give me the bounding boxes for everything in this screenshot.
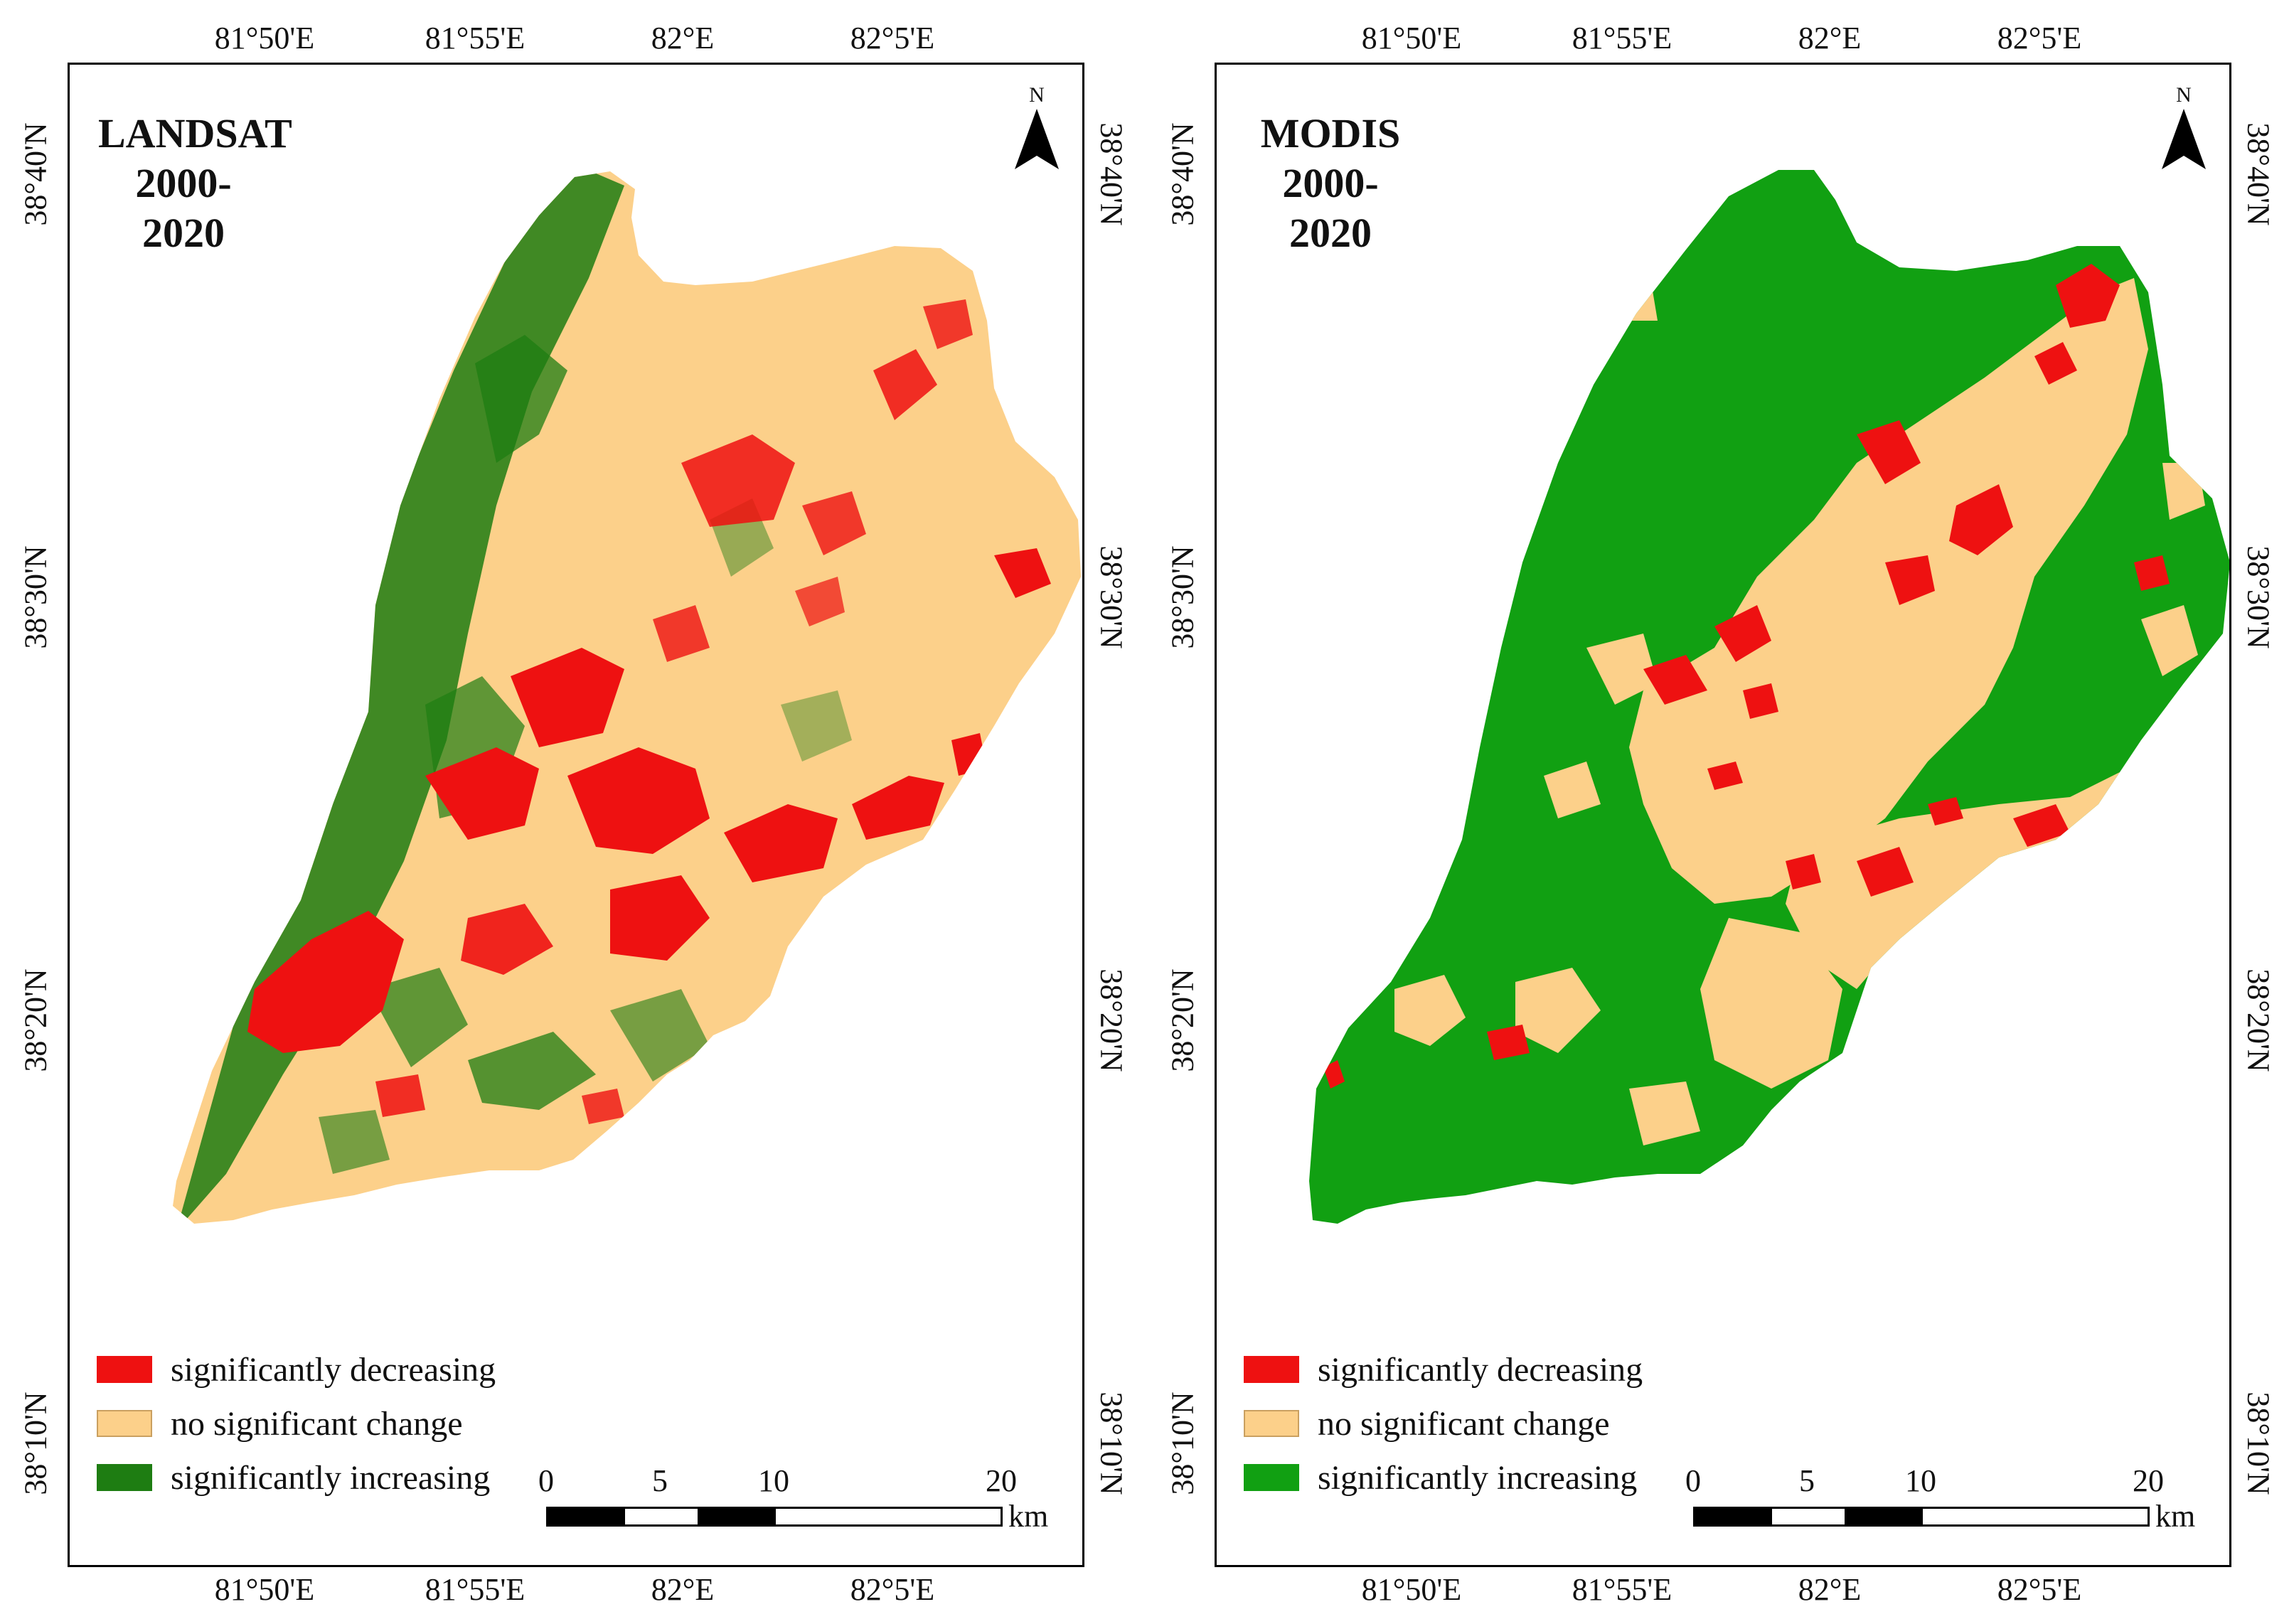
legend-item-no-change: no significant change xyxy=(97,1404,463,1443)
map-title-line2: 2000-2020 xyxy=(1282,160,1379,256)
lon-tick-bottom-1: 81°50'E xyxy=(214,1572,315,1607)
scale-tick-10: 10 xyxy=(758,1463,789,1498)
scale-segment-4 xyxy=(774,1507,1003,1527)
legend: significantly decreasing no significant … xyxy=(97,1350,666,1497)
legend-item-decreasing: significantly decreasing xyxy=(1244,1350,1643,1389)
legend-label-decreasing: significantly decreasing xyxy=(1318,1350,1643,1389)
lat-tick-left-2: 38°30'N xyxy=(1165,545,1200,649)
legend-label-decreasing: significantly decreasing xyxy=(171,1350,496,1389)
lat-tick-right-1: 38°40'N xyxy=(2241,122,2276,226)
lat-tick-left-2: 38°30'N xyxy=(18,545,53,649)
map-title-line1: MODIS xyxy=(1260,110,1401,156)
lat-tick-left-1: 38°40'N xyxy=(18,122,53,226)
map-title: MODIS 2000-2020 xyxy=(1245,109,1416,258)
scale-tick-20: 20 xyxy=(2133,1463,2164,1498)
lon-tick-top-2: 81°55'E xyxy=(1572,21,1673,55)
lat-tick-left-4: 38°10'N xyxy=(18,1391,53,1495)
study-area-map xyxy=(1309,170,2229,1224)
legend-item-no-change: no significant change xyxy=(1244,1404,1610,1443)
lat-tick-right-1: 38°40'N xyxy=(1094,122,1129,226)
scale-segment-2 xyxy=(1770,1507,1847,1527)
legend-swatch-increasing xyxy=(97,1464,152,1491)
north-label: N xyxy=(1029,83,1045,107)
lat-tick-right-4: 38°10'N xyxy=(1094,1391,1129,1495)
map-panel-modis: 81°50'E 81°55'E 82°E 82°5'E 81°50'E 81°5… xyxy=(1147,0,2294,1624)
lat-tick-left-3: 38°20'N xyxy=(18,968,53,1072)
lon-tick-top-4: 82°5'E xyxy=(1997,21,2082,55)
scale-tick-5: 5 xyxy=(652,1463,668,1498)
lon-tick-bottom-3: 82°E xyxy=(651,1572,715,1607)
lat-tick-left-1: 38°40'N xyxy=(1165,122,1200,226)
lat-tick-right-2: 38°30'N xyxy=(2241,545,2276,649)
lon-tick-top-4: 82°5'E xyxy=(850,21,935,55)
lat-tick-right-3: 38°20'N xyxy=(2241,968,2276,1072)
scale-segment-3 xyxy=(698,1507,775,1527)
study-area-map xyxy=(173,171,1081,1224)
scale-bar: 0 5 10 20 km xyxy=(538,1463,1087,1562)
legend-item-increasing: significantly increasing xyxy=(97,1458,491,1497)
lon-tick-top-1: 81°50'E xyxy=(214,21,315,55)
map-frame: LANDSAT 2000-2020 N significantly decrea… xyxy=(68,63,1084,1567)
scale-segment-1 xyxy=(1693,1507,1771,1527)
scale-tick-20: 20 xyxy=(986,1463,1017,1498)
legend-swatch-decreasing xyxy=(97,1356,152,1383)
lon-tick-bottom-3: 82°E xyxy=(1798,1572,1862,1607)
scale-tick-0: 0 xyxy=(1685,1463,1701,1498)
legend-swatch-no-change xyxy=(97,1410,152,1437)
lon-tick-bottom-4: 82°5'E xyxy=(850,1572,935,1607)
lon-tick-top-2: 81°55'E xyxy=(425,21,526,55)
scale-unit: km xyxy=(2155,1499,2196,1534)
legend-item-increasing: significantly increasing xyxy=(1244,1458,1638,1497)
map-frame: MODIS 2000-2020 N significantly decreasi… xyxy=(1215,63,2231,1567)
lon-tick-bottom-1: 81°50'E xyxy=(1361,1572,1462,1607)
legend-swatch-decreasing xyxy=(1244,1356,1299,1383)
legend-swatch-increasing xyxy=(1244,1464,1299,1491)
scale-segment-3 xyxy=(1845,1507,1922,1527)
scale-segment-4 xyxy=(1921,1507,2150,1527)
scale-unit: km xyxy=(1008,1499,1049,1534)
lon-tick-bottom-2: 81°55'E xyxy=(425,1572,526,1607)
legend-label-increasing: significantly increasing xyxy=(171,1458,491,1497)
scale-tick-0: 0 xyxy=(538,1463,554,1498)
lat-tick-right-4: 38°10'N xyxy=(2241,1391,2276,1495)
lon-tick-top-1: 81°50'E xyxy=(1361,21,1462,55)
lon-tick-bottom-2: 81°55'E xyxy=(1572,1572,1673,1607)
legend: significantly decreasing no significant … xyxy=(1244,1350,1813,1497)
lon-tick-top-3: 82°E xyxy=(1798,21,1862,55)
legend-label-no-change: no significant change xyxy=(171,1404,463,1443)
legend-label-increasing: significantly increasing xyxy=(1318,1458,1638,1497)
legend-label-no-change: no significant change xyxy=(1318,1404,1610,1443)
north-arrow-icon xyxy=(1015,109,1059,169)
lon-tick-bottom-4: 82°5'E xyxy=(1997,1572,2082,1607)
lon-tick-top-3: 82°E xyxy=(651,21,715,55)
legend-swatch-no-change xyxy=(1244,1410,1299,1437)
lat-tick-left-4: 38°10'N xyxy=(1165,1391,1200,1495)
north-arrow-icon xyxy=(2162,109,2206,169)
lat-tick-right-3: 38°20'N xyxy=(1094,968,1129,1072)
legend-item-decreasing: significantly decreasing xyxy=(97,1350,496,1389)
scale-bar: 0 5 10 20 km xyxy=(1685,1463,2234,1562)
lat-tick-left-3: 38°20'N xyxy=(1165,968,1200,1072)
lat-tick-right-2: 38°30'N xyxy=(1094,545,1129,649)
scale-tick-10: 10 xyxy=(1905,1463,1936,1498)
north-arrow: N xyxy=(1012,83,1062,180)
map-title: LANDSAT 2000-2020 xyxy=(98,109,292,258)
map-panel-landsat: 81°50'E 81°55'E 82°E 82°5'E 81°50'E 81°5… xyxy=(18,21,1129,1607)
scale-segment-1 xyxy=(546,1507,624,1527)
scale-segment-2 xyxy=(623,1507,700,1527)
map-title-line2: 2000-2020 xyxy=(135,160,232,256)
north-label: N xyxy=(2176,83,2192,107)
scale-tick-5: 5 xyxy=(1799,1463,1815,1498)
north-arrow: N xyxy=(2159,83,2209,180)
map-title-line1: LANDSAT xyxy=(98,110,292,156)
